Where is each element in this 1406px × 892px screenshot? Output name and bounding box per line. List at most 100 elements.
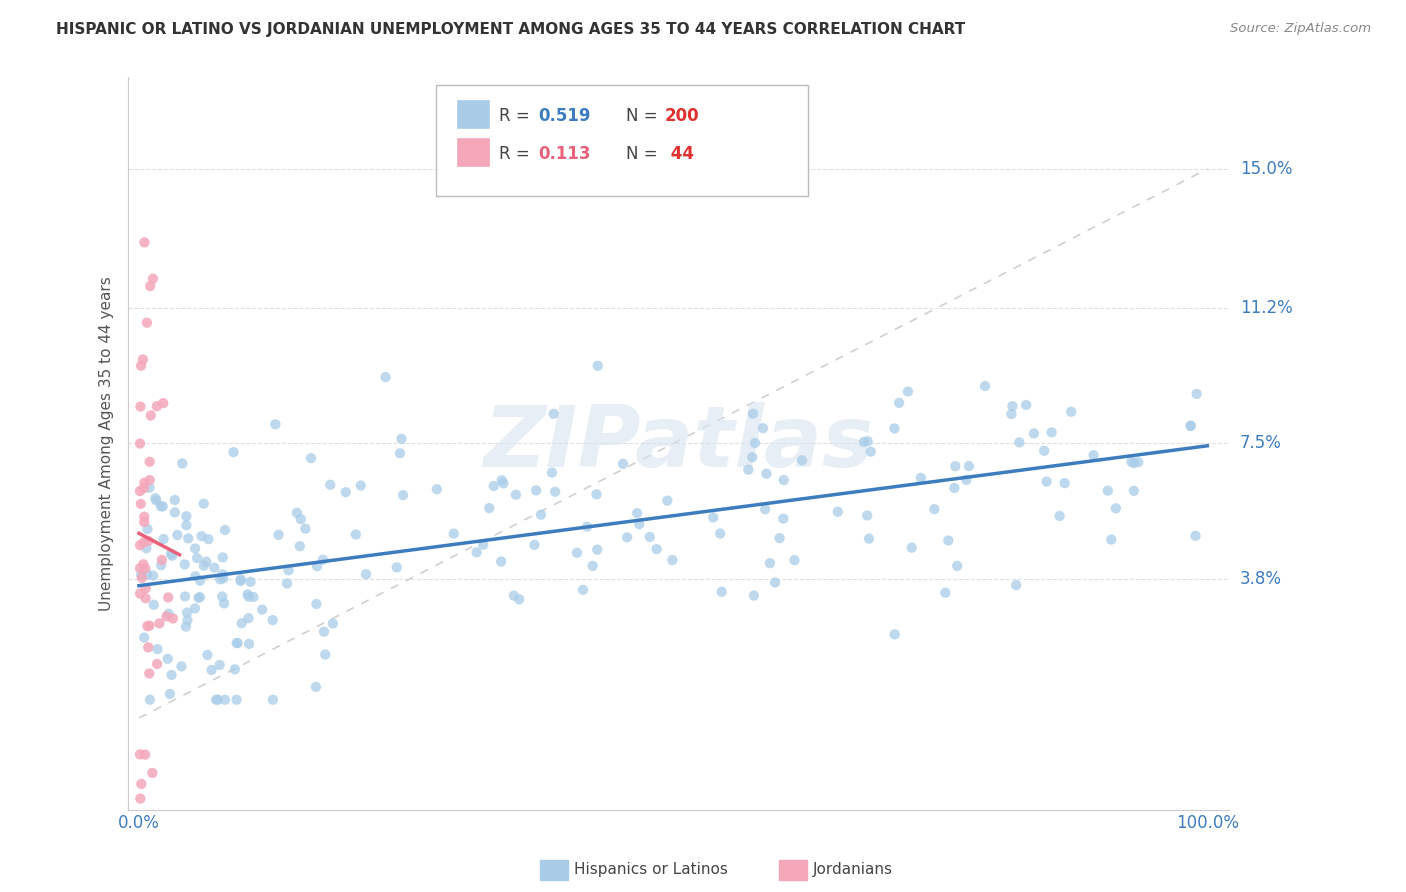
Point (160, 668, 183, 682)
Point (277, 563, 299, 577)
Text: 0.519: 0.519 (538, 107, 591, 125)
Point (586, 542, 609, 557)
Point (222, 445, 245, 459)
Point (163, 493, 186, 508)
Text: Jordanians: Jordanians (813, 863, 893, 877)
Text: Hispanics or Latinos: Hispanics or Latinos (574, 863, 727, 877)
Point (946, 558, 969, 573)
Point (974, 379, 997, 393)
Point (505, 488, 527, 502)
Point (936, 533, 959, 548)
Point (160, 547, 183, 561)
Point (145, 493, 167, 508)
Point (142, 598, 165, 612)
Point (134, 747, 156, 762)
Point (132, 535, 155, 549)
Point (897, 384, 920, 399)
Point (187, 591, 209, 605)
Point (856, 434, 879, 449)
Point (174, 590, 197, 604)
Point (149, 500, 172, 514)
Text: ZIPatlas: ZIPatlas (484, 402, 873, 485)
Point (312, 552, 335, 566)
Text: 0.113: 0.113 (538, 145, 591, 163)
Point (354, 567, 377, 582)
Text: R =: R = (499, 107, 536, 125)
Point (152, 396, 174, 410)
Point (142, 272, 165, 286)
Point (184, 569, 207, 583)
Point (193, 497, 215, 511)
Point (754, 502, 776, 516)
Point (305, 597, 328, 611)
Point (262, 692, 284, 706)
Point (139, 692, 162, 706)
Point (585, 487, 607, 501)
Point (1022, 426, 1045, 441)
Text: 44: 44 (665, 145, 695, 163)
Point (231, 616, 253, 631)
Point (211, 590, 233, 604)
Point (1180, 418, 1202, 433)
Point (211, 567, 233, 582)
Point (162, 611, 184, 625)
Point (135, 591, 157, 606)
Point (1122, 456, 1144, 470)
Point (264, 417, 287, 432)
Point (645, 542, 668, 557)
Point (141, 766, 163, 780)
Text: 3.8%: 3.8% (1240, 570, 1282, 588)
Point (138, 473, 160, 487)
Point (783, 553, 806, 567)
Point (768, 531, 790, 545)
Point (1049, 508, 1071, 523)
Point (392, 488, 415, 502)
Point (238, 590, 260, 604)
Point (214, 692, 236, 706)
Point (426, 482, 449, 496)
Point (129, 586, 152, 600)
Point (1122, 483, 1144, 498)
Point (156, 652, 179, 666)
Text: HISPANIC OR LATINO VS JORDANIAN UNEMPLOYMENT AMONG AGES 35 TO 44 YEARS CORRELATI: HISPANIC OR LATINO VS JORDANIAN UNEMPLOY… (56, 22, 966, 37)
Point (134, 631, 156, 645)
Point (741, 450, 763, 465)
Point (626, 506, 648, 520)
Point (388, 446, 411, 460)
Point (239, 574, 262, 589)
Point (759, 556, 782, 570)
Point (129, 359, 152, 373)
Point (482, 479, 505, 493)
Point (955, 473, 977, 487)
Point (612, 457, 634, 471)
Text: Source: ZipAtlas.com: Source: ZipAtlas.com (1230, 22, 1371, 36)
Point (852, 434, 875, 449)
Point (856, 508, 879, 523)
Point (177, 532, 200, 546)
Point (200, 663, 222, 677)
Point (1015, 398, 1038, 412)
Text: 200: 200 (665, 107, 700, 125)
Point (146, 642, 169, 657)
Point (943, 481, 966, 495)
Point (859, 444, 882, 458)
Point (294, 522, 316, 536)
Point (142, 568, 165, 582)
Point (145, 491, 167, 506)
Point (350, 478, 373, 492)
Point (305, 680, 328, 694)
Point (129, 561, 152, 575)
Point (709, 526, 731, 541)
Point (135, 316, 157, 330)
Point (155, 609, 177, 624)
Point (146, 657, 169, 671)
Point (385, 560, 408, 574)
Point (186, 551, 208, 566)
Point (299, 451, 322, 466)
Point (225, 636, 247, 650)
Point (391, 432, 413, 446)
Point (212, 596, 235, 610)
Point (242, 590, 264, 604)
Point (1105, 501, 1128, 516)
Point (502, 589, 524, 603)
